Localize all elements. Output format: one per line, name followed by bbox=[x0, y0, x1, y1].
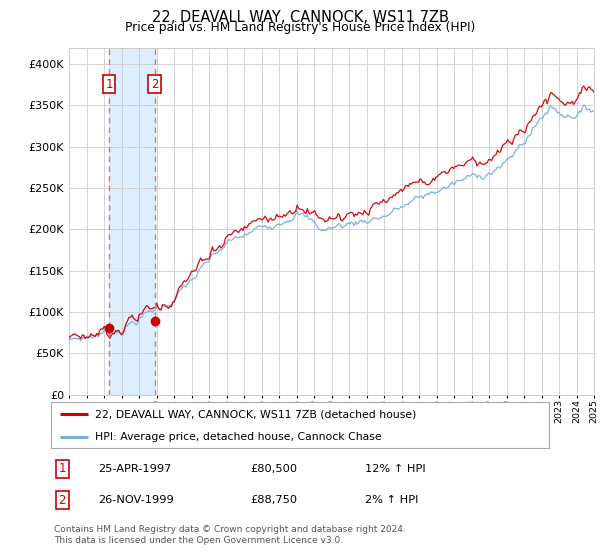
Text: 25-APR-1997: 25-APR-1997 bbox=[98, 464, 172, 474]
Text: Price paid vs. HM Land Registry's House Price Index (HPI): Price paid vs. HM Land Registry's House … bbox=[125, 21, 475, 34]
Text: £80,500: £80,500 bbox=[250, 464, 298, 474]
Text: 2: 2 bbox=[58, 494, 66, 507]
Text: 12% ↑ HPI: 12% ↑ HPI bbox=[365, 464, 425, 474]
Text: Contains HM Land Registry data © Crown copyright and database right 2024.
This d: Contains HM Land Registry data © Crown c… bbox=[54, 525, 406, 545]
Text: 22, DEAVALL WAY, CANNOCK, WS11 7ZB: 22, DEAVALL WAY, CANNOCK, WS11 7ZB bbox=[152, 10, 448, 25]
Text: 2% ↑ HPI: 2% ↑ HPI bbox=[365, 495, 418, 505]
Text: 1: 1 bbox=[58, 463, 66, 475]
Text: 22, DEAVALL WAY, CANNOCK, WS11 7ZB (detached house): 22, DEAVALL WAY, CANNOCK, WS11 7ZB (deta… bbox=[95, 409, 416, 419]
Text: 2: 2 bbox=[151, 77, 158, 91]
Text: 26-NOV-1999: 26-NOV-1999 bbox=[98, 495, 174, 505]
Bar bbox=[109, 48, 155, 395]
Text: 1: 1 bbox=[106, 77, 113, 91]
Text: HPI: Average price, detached house, Cannock Chase: HPI: Average price, detached house, Cann… bbox=[95, 432, 382, 441]
Text: £88,750: £88,750 bbox=[250, 495, 298, 505]
